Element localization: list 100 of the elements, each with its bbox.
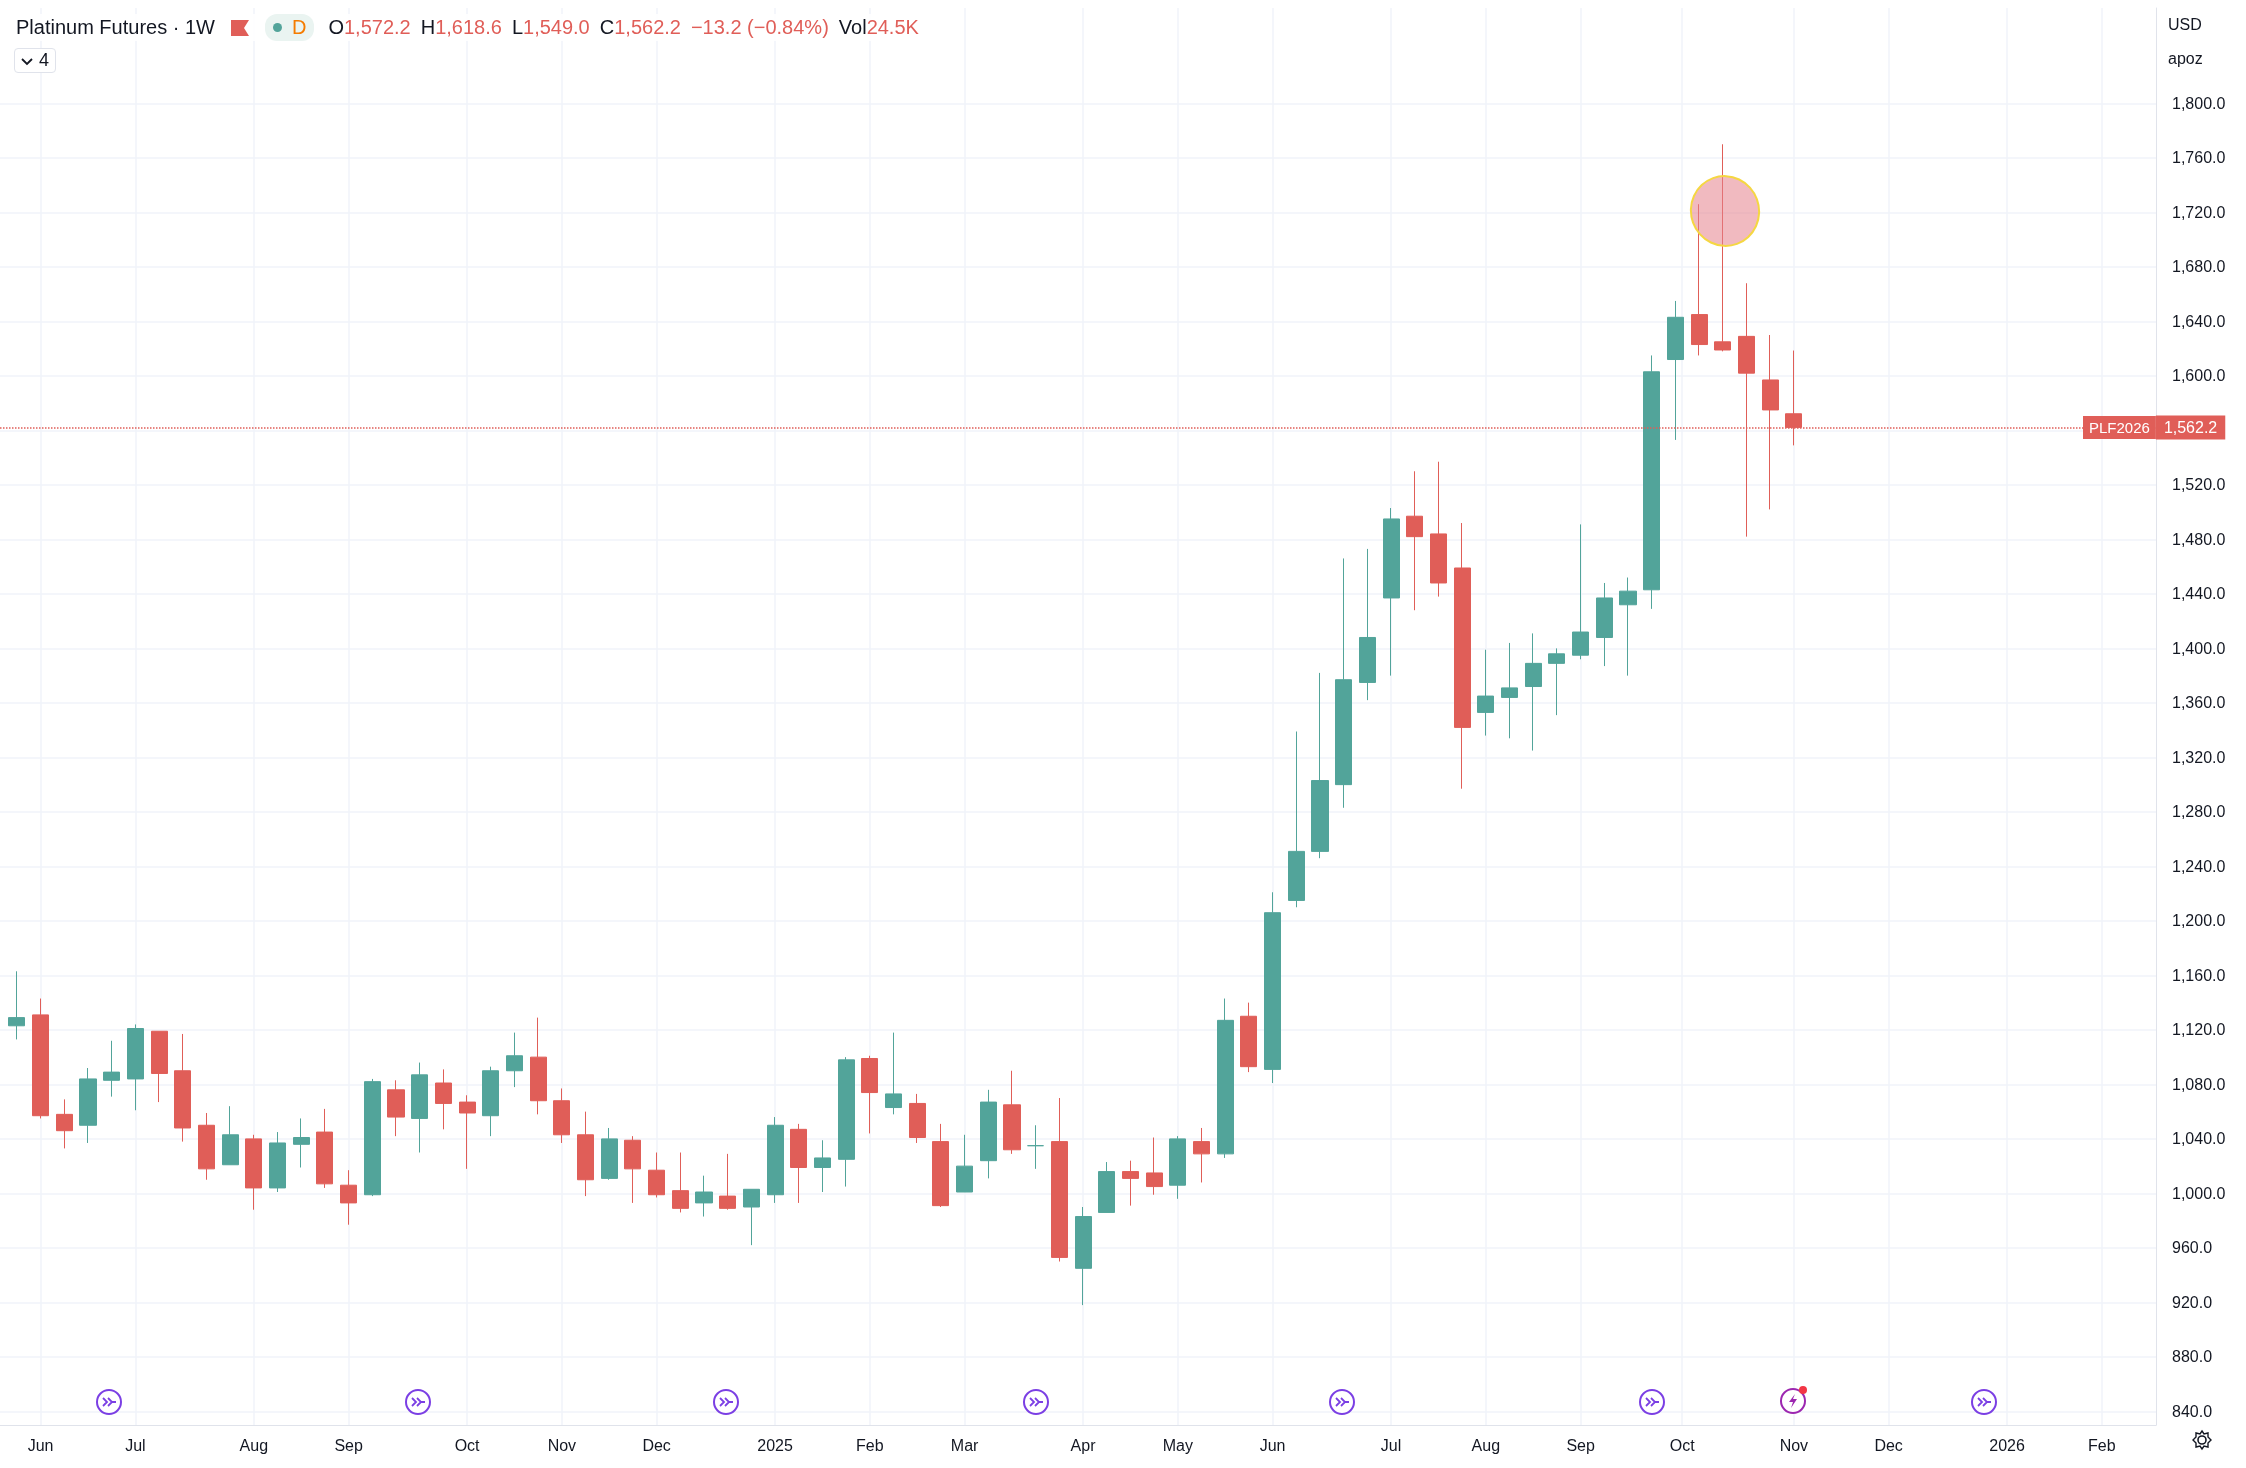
- x-tick-label: Nov: [1779, 1436, 1809, 1454]
- x-tick-label: Oct: [454, 1436, 481, 1454]
- candlestick: [1406, 470, 1423, 611]
- annotation: C1,562.2: [599, 16, 681, 38]
- candlestick: [506, 1032, 523, 1088]
- candlestick: [1193, 1127, 1210, 1183]
- y-tick-label: 1,440.0: [2172, 585, 2226, 603]
- candlestick: [1003, 1070, 1021, 1155]
- y-tick-label: 1,720.0: [2172, 203, 2226, 221]
- candlestick: [1454, 522, 1471, 790]
- candlestick: [767, 1116, 784, 1204]
- candlestick: [127, 1023, 144, 1111]
- candlestick: [1619, 577, 1637, 677]
- candlestick: [1714, 143, 1731, 352]
- candlestick: [743, 1188, 760, 1246]
- x-tick-label: Nov: [547, 1436, 577, 1454]
- candlestick: [1548, 647, 1565, 716]
- x-tick-label: Jun: [27, 1436, 54, 1454]
- x-tick-label: Sep: [334, 1436, 363, 1454]
- annotation: H1,618.6: [420, 16, 502, 38]
- candlestick: [387, 1079, 405, 1137]
- candlestick: [1335, 557, 1352, 809]
- candlestick: [1027, 1124, 1044, 1170]
- annotation: Vol24.5K: [838, 16, 919, 38]
- candlestick: [1383, 507, 1400, 677]
- candlestick: [293, 1117, 310, 1168]
- annotation: L1,549.0: [511, 16, 590, 38]
- x-tick-label: Apr: [1070, 1436, 1097, 1454]
- candlestick: [1288, 730, 1305, 908]
- candlestick: [245, 1134, 262, 1211]
- y-tick-label: 1,240.0: [2172, 857, 2226, 875]
- chart-title: Platinum Futures · 1W: [16, 16, 215, 39]
- candlestick: [1240, 1002, 1257, 1073]
- candlestick: [411, 1062, 428, 1153]
- candlestick: [672, 1152, 689, 1213]
- x-tick-label: Feb: [856, 1436, 884, 1454]
- candlestick: [1217, 998, 1234, 1159]
- candlestick: [198, 1112, 215, 1181]
- y-tick-label: 1,400.0: [2172, 639, 2226, 657]
- y-tick-label: 1,800.0: [2172, 94, 2226, 112]
- candlestick: [459, 1094, 476, 1170]
- annotation: 4: [14, 48, 57, 73]
- candlestick: [269, 1131, 286, 1193]
- candlestick: [838, 1056, 855, 1188]
- y-tick-label: 880.0: [2172, 1348, 2213, 1366]
- y-tick-label: 1,320.0: [2172, 748, 2226, 766]
- candlestick: [1477, 649, 1494, 737]
- candlestick: [885, 1032, 902, 1115]
- candlestick: [364, 1078, 381, 1197]
- ref-line-label: PLF2026 1,562.2: [2089, 418, 2218, 436]
- candlestick: [1122, 1160, 1139, 1207]
- y-tick-label: 840.0: [2172, 1402, 2213, 1420]
- candlestick: [577, 1111, 594, 1197]
- x-tick-label: Aug: [1471, 1436, 1501, 1454]
- candlestick: [1359, 548, 1376, 701]
- y-tick-label: 1,200.0: [2172, 912, 2226, 930]
- candlestick: [1430, 461, 1447, 598]
- candlestick: [790, 1123, 807, 1204]
- candlestick: [32, 998, 49, 1119]
- candlestick: [1098, 1161, 1115, 1213]
- candlestick: [1525, 632, 1542, 752]
- x-tick-label: Aug: [239, 1436, 269, 1454]
- candlestick: [174, 1033, 191, 1143]
- candlestick: [648, 1152, 665, 1198]
- candlestick: [980, 1089, 997, 1179]
- candlestick: [553, 1087, 570, 1144]
- candlestick: [932, 1123, 949, 1208]
- candlestick: [624, 1135, 641, 1204]
- candlestick: [1667, 300, 1684, 441]
- x-tick-label: May: [1162, 1436, 1193, 1454]
- text: apoz: [2168, 50, 2203, 68]
- y-tick-label: 1,480.0: [2172, 530, 2226, 548]
- candlestick: [1146, 1137, 1163, 1196]
- annotation: O1,572.2: [328, 16, 411, 38]
- x-tick-label: Mar: [950, 1436, 980, 1454]
- x-tick-label: Jul: [125, 1436, 146, 1454]
- text: USD: [2168, 16, 2202, 34]
- candlestick: [1596, 582, 1613, 667]
- candlestick: [1051, 1097, 1068, 1262]
- y-tick-label: 1,600.0: [2172, 367, 2226, 385]
- candlestick: [956, 1134, 973, 1193]
- y-tick-label: 1,000.0: [2172, 1184, 2226, 1202]
- candlestick: [695, 1175, 713, 1218]
- candlestick: [1501, 642, 1518, 739]
- candlestick: [719, 1153, 736, 1211]
- y-tick-label: 1,080.0: [2172, 1075, 2226, 1093]
- candlestick: [1691, 203, 1708, 356]
- x-tick-label: Oct: [1669, 1436, 1696, 1454]
- candlestick: [1572, 523, 1589, 660]
- candlestick: [8, 970, 25, 1040]
- candlestick: [103, 1040, 120, 1098]
- y-tick-label: 1,680.0: [2172, 258, 2226, 276]
- candlestick: [814, 1139, 831, 1193]
- candlestick: [482, 1066, 499, 1137]
- y-tick-label: 960.0: [2172, 1239, 2213, 1257]
- candlestick: [1643, 354, 1660, 610]
- y-tick-label: 1,280.0: [2172, 803, 2226, 821]
- candlestick: [601, 1127, 618, 1181]
- x-tick-label: Jun: [1259, 1436, 1286, 1454]
- y-tick-label: 1,760.0: [2172, 149, 2226, 167]
